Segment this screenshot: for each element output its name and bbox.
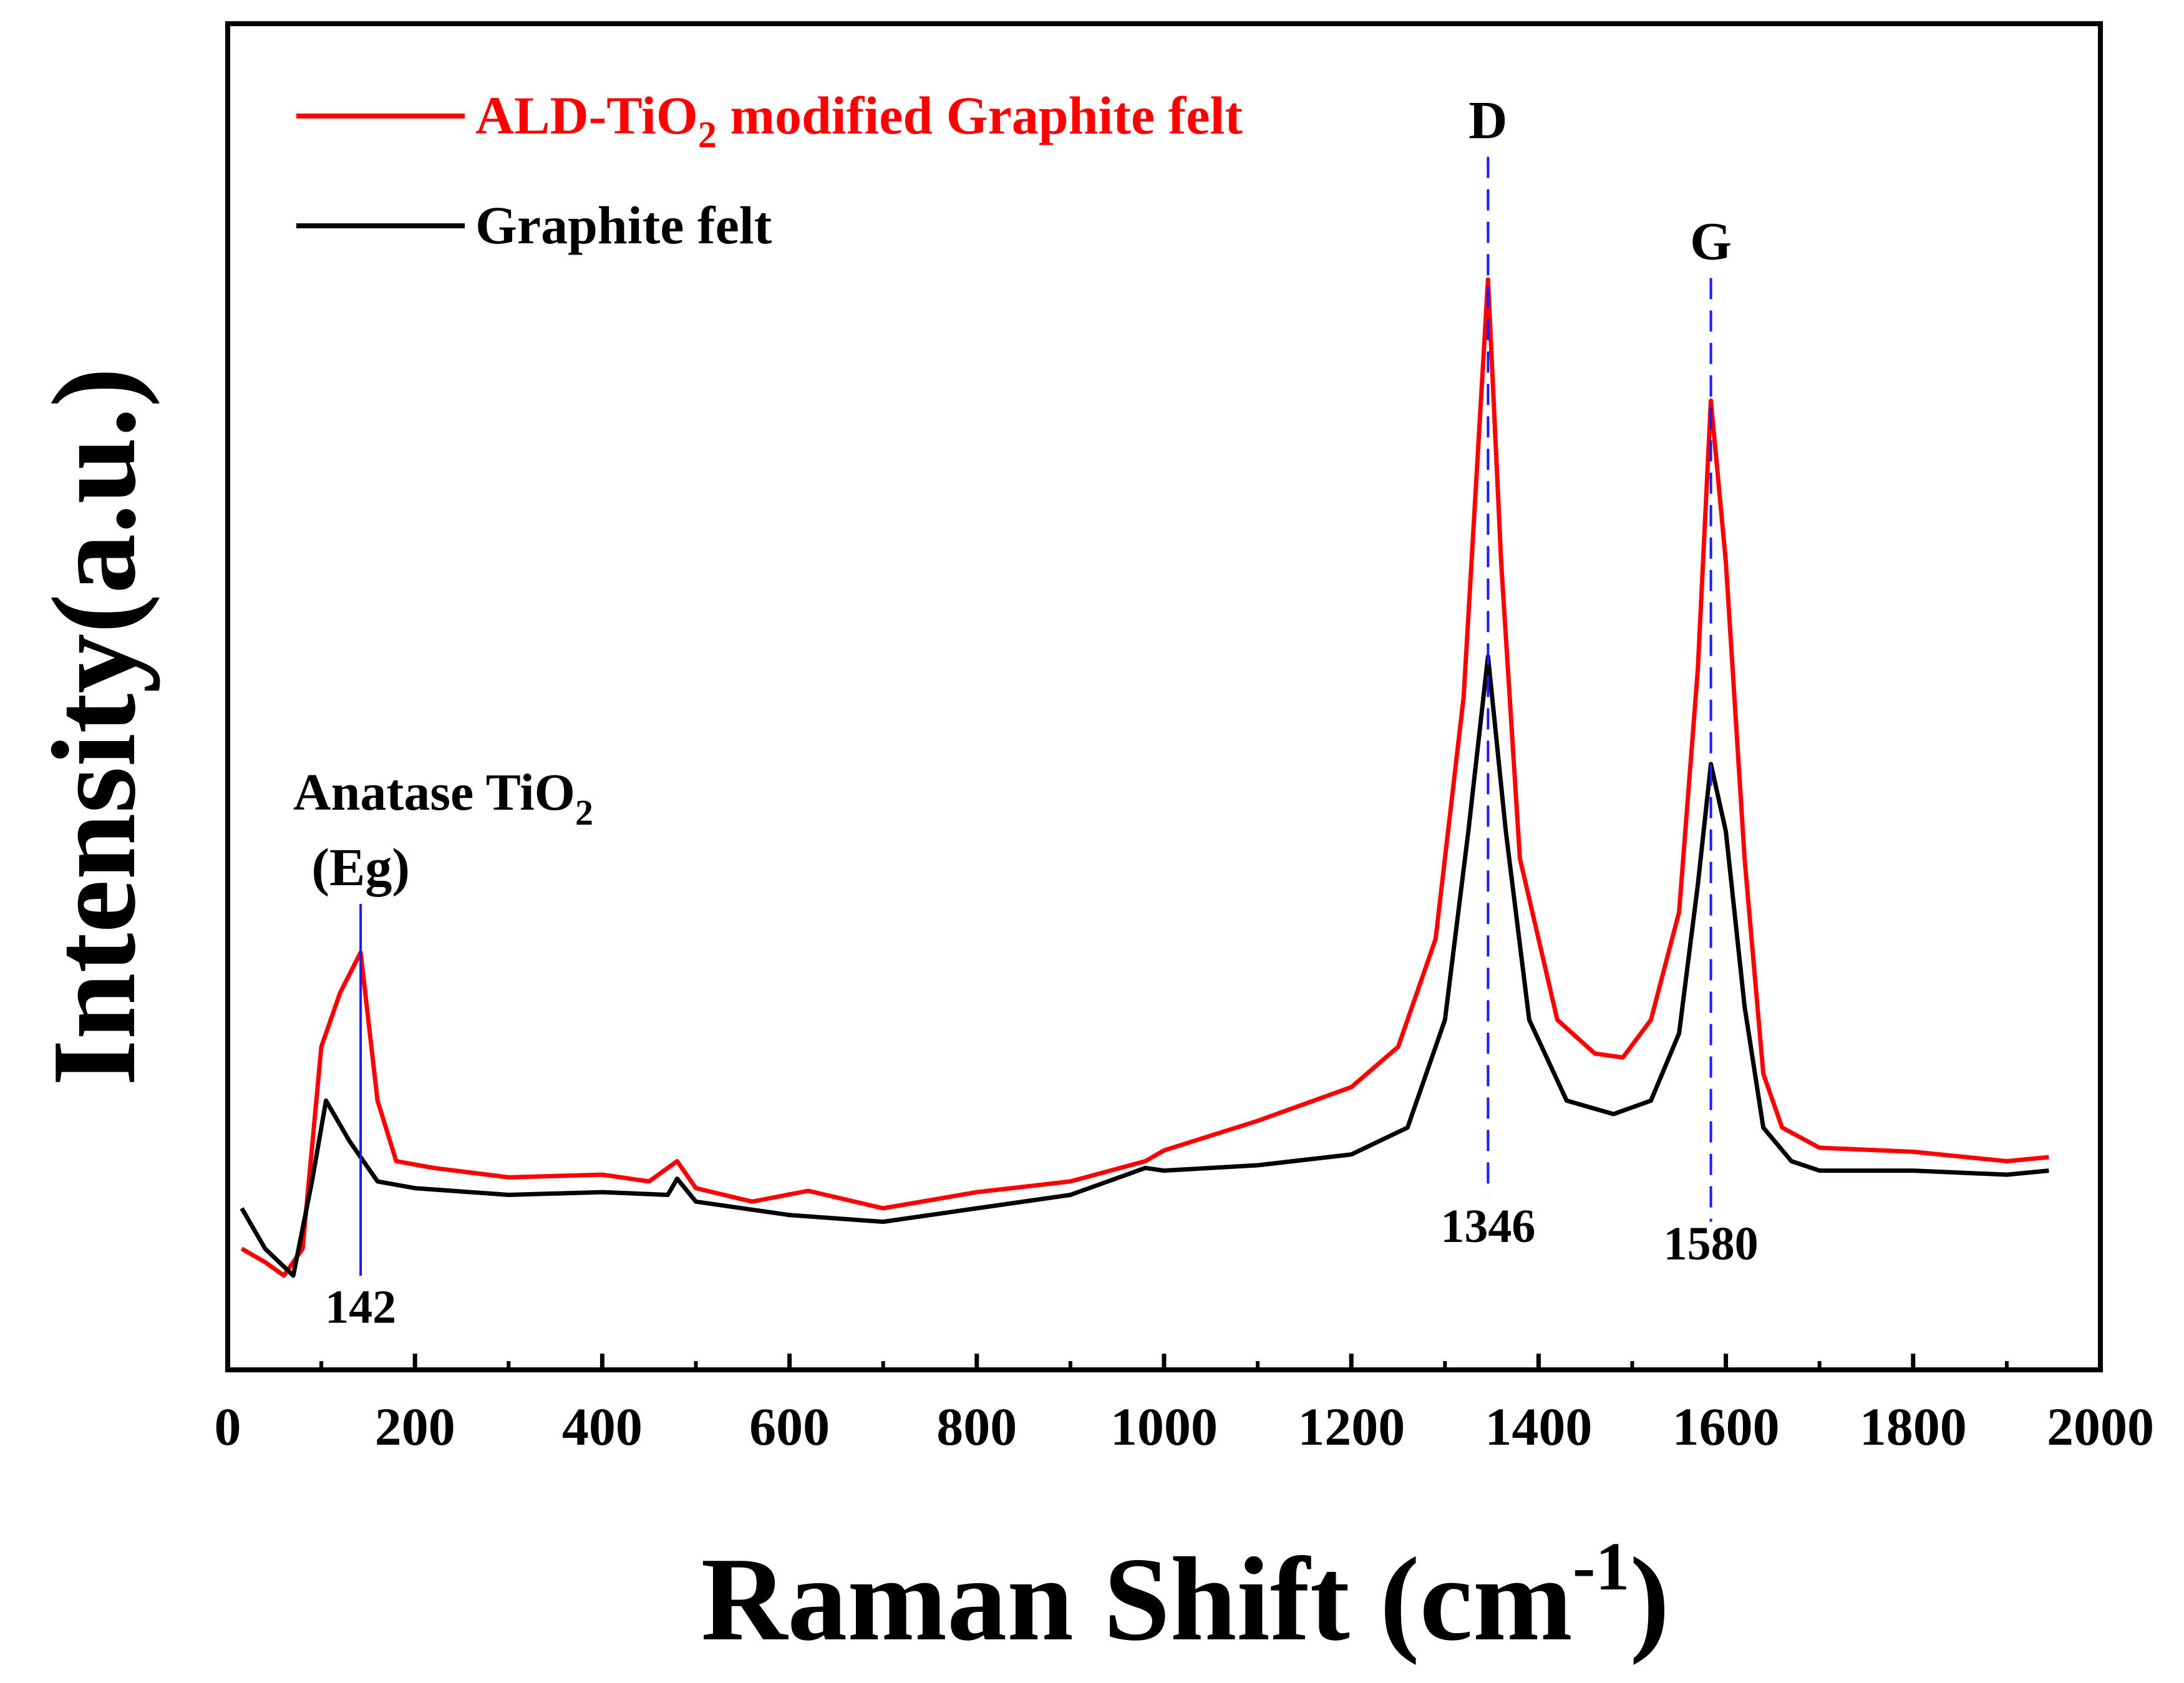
peak-position-eg: 142 [325,1281,396,1333]
series-group [240,277,2049,1278]
x-axis-label: Raman Shift (cm-1) [701,1528,1670,1666]
peak-name-g: G [1690,211,1732,271]
x-tick-label-600: 600 [749,1397,830,1457]
legend: ALD-TiO2 modified Graphite felt Graphite… [296,85,1243,255]
x-tick-label-1600: 1600 [1672,1397,1780,1457]
x-tick-label-1400: 1400 [1485,1397,1592,1457]
x-tick-label-1000: 1000 [1110,1397,1218,1457]
peak-position-d: 1346 [1440,1200,1535,1253]
y-axis-label: Intensity(a.u.) [27,367,160,1086]
peak-annotations: (Eg) 142 D 1346 G 1580 [311,90,1758,1333]
anatase-label: Anatase TiO2 [293,764,593,833]
x-tick-label-200: 200 [375,1397,455,1457]
peak-name-d: D [1468,90,1507,150]
x-axis-tick-labels: 0 200 400 600 800 1000 1200 1400 1600 1800 2000 [215,1397,2155,1457]
x-axis-ticks [225,1354,2103,1370]
peak-position-g: 1580 [1664,1218,1759,1270]
peak-name-eg: (Eg) [311,837,410,897]
legend-label-graphite-felt: Graphite felt [475,195,772,255]
x-tick-label-0: 0 [215,1397,241,1457]
x-tick-label-800: 800 [936,1397,1017,1457]
legend-label-ald-tio2: ALD-TiO2 modified Graphite felt [475,85,1243,155]
x-tick-label-1800: 1800 [1860,1397,1967,1457]
series-line-graphite-felt [240,654,2049,1278]
x-tick-label-400: 400 [562,1397,643,1457]
x-tick-label-2000: 2000 [2047,1397,2154,1457]
x-tick-label-1200: 1200 [1298,1397,1405,1457]
series-line-ald-tio2 [240,277,2049,1278]
